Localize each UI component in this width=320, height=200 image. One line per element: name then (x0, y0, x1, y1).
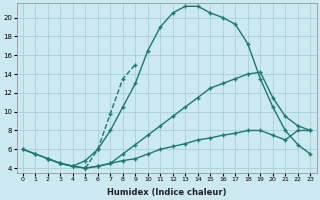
X-axis label: Humidex (Indice chaleur): Humidex (Indice chaleur) (107, 188, 226, 197)
